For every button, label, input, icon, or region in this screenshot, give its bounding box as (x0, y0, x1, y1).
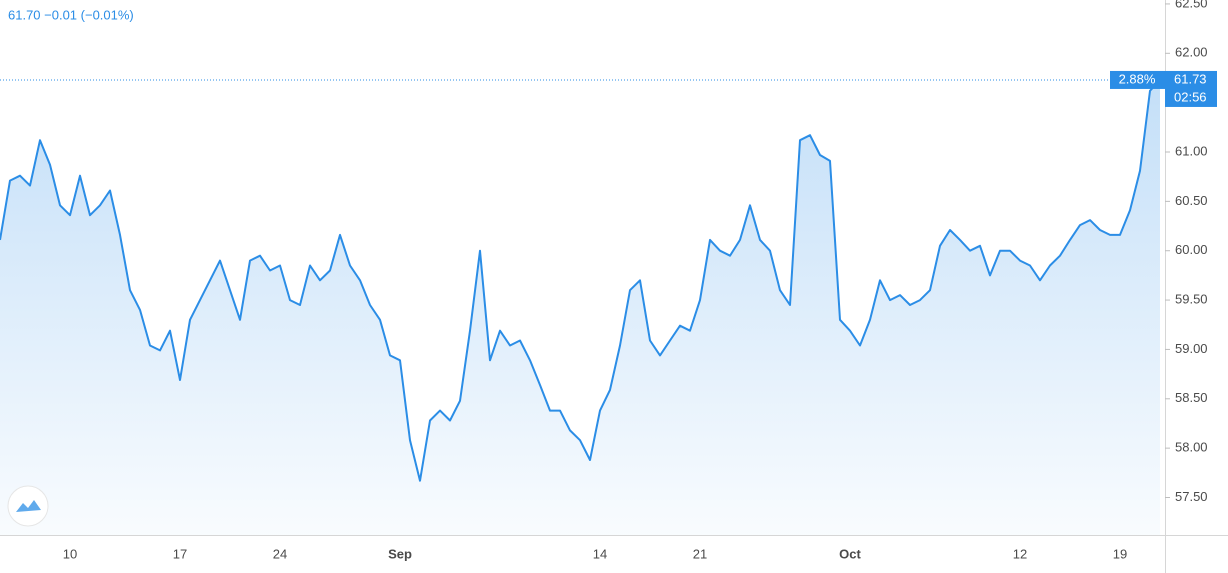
x-tick-label: 21 (693, 546, 707, 561)
change-tag-label: 2.88% (1119, 71, 1156, 86)
x-tick-label: 17 (173, 546, 187, 561)
y-tick-label: 62.50 (1175, 0, 1208, 10)
x-tick-label: 10 (63, 546, 77, 561)
y-tick-label: 60.50 (1175, 193, 1208, 208)
price-tag-label: 61.73 (1174, 71, 1207, 86)
countdown-label: 02:56 (1174, 89, 1207, 104)
x-tick-label: 14 (593, 546, 607, 561)
y-tick-label: 58.50 (1175, 390, 1208, 405)
change-tag (1110, 70, 1165, 89)
y-tick-label: 59.00 (1175, 341, 1208, 356)
y-tick-label: 58.00 (1175, 440, 1208, 455)
y-tick-label: 57.50 (1175, 489, 1208, 504)
logo-circle (7, 485, 49, 527)
x-tick-label: Oct (839, 546, 861, 561)
price-line (0, 79, 1161, 482)
x-tick-label: 12 (1013, 546, 1027, 561)
logo (7, 485, 49, 527)
area-fill (0, 80, 1160, 535)
logo-icon (16, 500, 41, 512)
y-tick-label: 60.00 (1175, 242, 1208, 257)
header-quote: 61.70 −0.01 (−0.01%) (8, 7, 134, 22)
plot-area (0, 79, 1161, 535)
x-tick-label: 19 (1113, 546, 1127, 561)
x-tick-label: 24 (273, 546, 287, 561)
x-tick-label: Sep (388, 546, 412, 561)
y-tick-label: 61.00 (1175, 143, 1208, 158)
y-tick-label: 62.00 (1175, 45, 1208, 60)
y-tick-label: 59.50 (1175, 292, 1208, 307)
price-tag (1165, 70, 1217, 107)
